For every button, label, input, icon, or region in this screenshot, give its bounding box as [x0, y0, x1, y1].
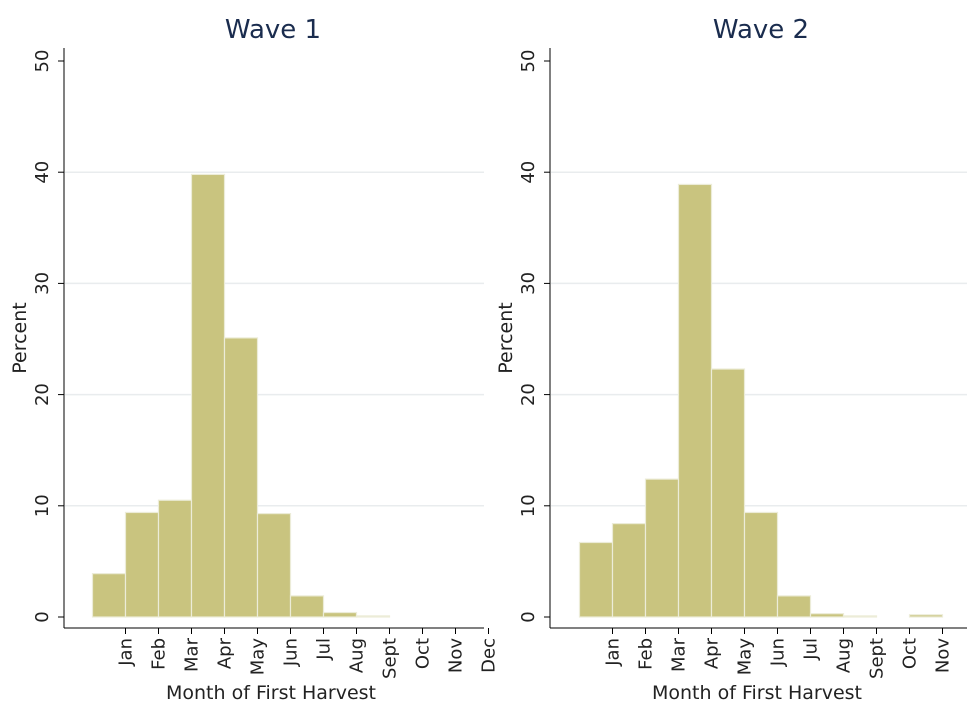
y-tick-label: 0 [32, 611, 53, 622]
bar-jun [743, 511, 779, 618]
x-tick-label: Mar [182, 637, 203, 672]
x-tick-label: Jan [603, 638, 624, 667]
x-tick-label: Feb [149, 638, 170, 670]
y-tick-label: 0 [518, 611, 539, 622]
x-tick-label: Mar [669, 637, 690, 672]
x-axis-label: Month of First Harvest [652, 682, 862, 704]
x-tick-label: Dec [966, 638, 967, 673]
x-tick-label: Sept [867, 638, 888, 679]
bar-apr [677, 183, 713, 618]
y-tick-label: 40 [32, 161, 53, 184]
x-tick-label: Jul [314, 638, 335, 661]
bar-mar [644, 478, 680, 618]
bar-jul [776, 595, 812, 618]
x-tick-label: Aug [347, 638, 368, 673]
bar-feb [611, 522, 647, 618]
y-tick-label: 50 [518, 50, 539, 73]
chart-panel-1: 0 10 20 30 40 50 Jan Feb Mar Apr May Jun Jul Aug Sept O… [9, 15, 500, 704]
x-tick-label: Feb [636, 638, 657, 670]
chart-panel-2: 0 10 20 30 40 50 Jan Feb Mar Apr May Jun Jul Aug Sept O… [495, 15, 967, 704]
x-tick-label: Apr [215, 637, 236, 669]
bar-sept [842, 615, 878, 618]
bar-may [223, 337, 259, 618]
x-tick-label: May [248, 638, 269, 676]
y-tick-label: 40 [518, 161, 539, 184]
x-tick-label: Jul [801, 638, 822, 661]
y-axis-label: Percent [9, 302, 31, 374]
bar-feb [124, 511, 160, 618]
bar-aug [809, 613, 845, 618]
x-tick-label: Jun [281, 638, 302, 667]
bar-may [710, 368, 746, 618]
y-tick-label: 30 [32, 272, 53, 295]
chart-title: Wave 2 [713, 15, 809, 45]
x-axis-label: Month of First Harvest [166, 682, 376, 704]
x-tick-label: Apr [702, 637, 723, 669]
x-tick-label: May [735, 638, 756, 676]
x-tick-label: Aug [834, 638, 855, 673]
y-tick-label: 20 [32, 383, 53, 406]
x-tick-label: Sept [380, 638, 401, 679]
x-tick-label: Nov [446, 638, 467, 673]
y-tick-label: 30 [518, 272, 539, 295]
y-tick-label: 20 [518, 383, 539, 406]
bar-mar [157, 499, 193, 618]
y-axis-label: Percent [495, 302, 517, 374]
bar-apr [190, 173, 226, 618]
x-tick-label: Jun [768, 638, 789, 667]
y-tick-label: 50 [32, 50, 53, 73]
bar-aug [322, 611, 358, 618]
x-tick-label: Nov [933, 638, 954, 673]
y-tick-label: 10 [518, 494, 539, 517]
bar-jan [91, 573, 127, 618]
bar-jul [289, 595, 325, 618]
x-tick-label: Oct [900, 638, 921, 669]
y-tick-label: 10 [32, 494, 53, 517]
chart-title: Wave 1 [225, 15, 321, 45]
bar-jan [578, 541, 614, 618]
bar-nov [908, 614, 944, 618]
bar-jun [256, 512, 292, 618]
bar-sept [355, 615, 391, 618]
x-tick-label: Dec [479, 638, 500, 673]
x-tick-label: Oct [413, 638, 434, 669]
x-tick-label: Jan [116, 638, 137, 667]
